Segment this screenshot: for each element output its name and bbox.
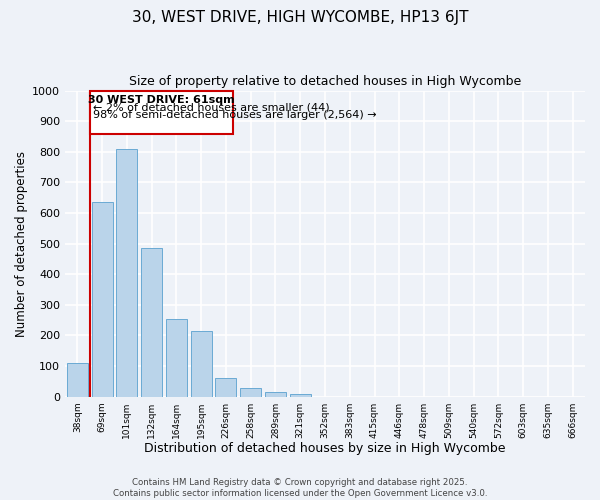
Bar xyxy=(166,318,187,396)
Bar xyxy=(141,248,162,396)
Bar xyxy=(290,394,311,396)
Bar xyxy=(215,378,236,396)
Bar xyxy=(265,392,286,396)
Bar xyxy=(191,331,212,396)
Text: 98% of semi-detached houses are larger (2,564) →: 98% of semi-detached houses are larger (… xyxy=(93,110,376,120)
Bar xyxy=(92,202,113,396)
Text: 30, WEST DRIVE, HIGH WYCOMBE, HP13 6JT: 30, WEST DRIVE, HIGH WYCOMBE, HP13 6JT xyxy=(132,10,468,25)
Text: ← 2% of detached houses are smaller (44): ← 2% of detached houses are smaller (44) xyxy=(93,103,329,113)
Title: Size of property relative to detached houses in High Wycombe: Size of property relative to detached ho… xyxy=(129,75,521,88)
X-axis label: Distribution of detached houses by size in High Wycombe: Distribution of detached houses by size … xyxy=(144,442,506,455)
Bar xyxy=(240,388,261,396)
Bar xyxy=(116,148,137,396)
Y-axis label: Number of detached properties: Number of detached properties xyxy=(15,150,28,336)
FancyBboxPatch shape xyxy=(90,91,233,134)
Text: 30 WEST DRIVE: 61sqm: 30 WEST DRIVE: 61sqm xyxy=(88,95,235,105)
Bar xyxy=(67,363,88,396)
Text: Contains HM Land Registry data © Crown copyright and database right 2025.
Contai: Contains HM Land Registry data © Crown c… xyxy=(113,478,487,498)
